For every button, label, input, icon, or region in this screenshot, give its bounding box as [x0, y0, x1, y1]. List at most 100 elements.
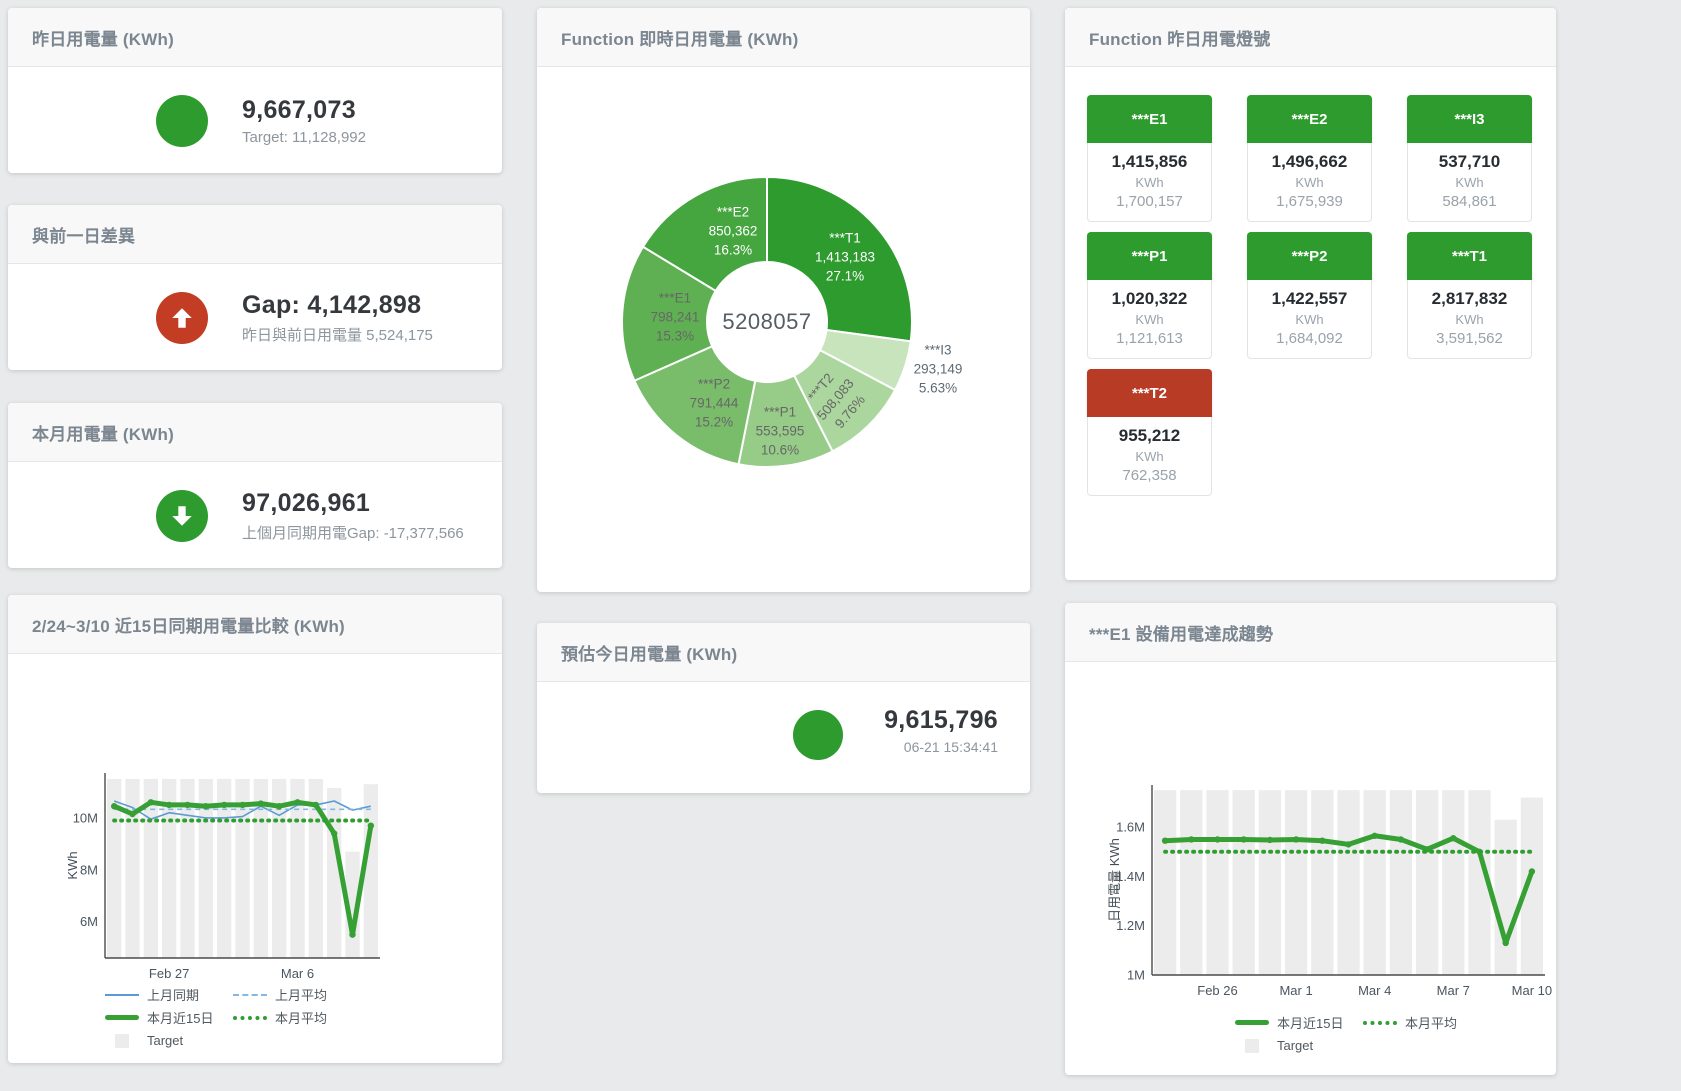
x-tick-label: Mar 7 — [1437, 983, 1470, 998]
green-line-swatch-icon — [105, 1015, 139, 1020]
donut-slice-T1[interactable] — [766, 175, 913, 343]
target-bar — [1389, 790, 1413, 975]
y-tick-label: 6M — [80, 914, 98, 929]
card-header: 2/24~3/10 近15日同期用電量比較 (KWh) — [8, 595, 502, 654]
blue-dashed-swatch-icon — [233, 993, 267, 996]
legend-row: Target — [1235, 1034, 1491, 1057]
data-point — [275, 803, 283, 810]
data-point — [165, 801, 173, 809]
month-usage-card: 本月用電量 (KWh) 97,026,961 上個月同期用電Gap: -17,3… — [8, 403, 502, 568]
lamp-tile-target: 3,591,562 — [1436, 330, 1503, 347]
lamp-tile-target: 584,861 — [1442, 193, 1497, 210]
lamp-tile-value: 1,422,557 — [1271, 289, 1348, 308]
card-header: 與前一日差異 — [8, 205, 502, 264]
lamp-tile-value: 1,020,322 — [1111, 289, 1188, 308]
y-tick-label: 1.4M — [1116, 869, 1145, 884]
data-point — [1188, 836, 1195, 843]
kpi-subtitle: Target: 11,128,992 — [242, 128, 366, 146]
x-tick-label: Mar 10 — [1512, 983, 1552, 998]
legend-item-cur-month[interactable]: 本月近15日 — [105, 1008, 233, 1027]
lamp-tile-P2[interactable]: ***P2 1,422,557 KWh 1,684,092 — [1247, 232, 1372, 359]
lamp-tile-unit: KWh — [1295, 312, 1324, 327]
kpi-subtitle: 上個月同期用電Gap: -17,377,566 — [242, 524, 464, 542]
kpi-text: Gap: 4,142,898 昨日與前日用電量 5,524,175 — [242, 291, 433, 345]
donut-label-i3: ***I3 293,149 5.63% — [913, 342, 963, 396]
card-title: 預估今日用電量 (KWh) — [561, 644, 738, 664]
data-point — [367, 822, 375, 829]
x-tick-label: Mar 6 — [281, 966, 314, 981]
kpi-timestamp: 06-21 15:34:41 — [903, 739, 998, 755]
data-point — [220, 801, 228, 809]
data-point — [129, 810, 136, 818]
legend-item-target[interactable]: Target — [1235, 1038, 1363, 1053]
lamp-tile-E2[interactable]: ***E2 1,496,662 KWh 1,675,939 — [1247, 95, 1372, 222]
data-point — [1502, 939, 1509, 947]
lamp-tile-target: 1,700,157 — [1116, 193, 1183, 210]
legend-row: 本月近15日 本月平均 — [1235, 1011, 1491, 1034]
legend-item-cur-avg[interactable]: 本月平均 — [233, 1008, 361, 1027]
target-bar — [345, 851, 360, 958]
card-header: 本月用電量 (KWh) — [8, 403, 502, 462]
legend-item-cur-month[interactable]: 本月近15日 — [1235, 1013, 1363, 1032]
target-bar — [125, 778, 140, 958]
lamp-tile-I3[interactable]: ***I3 537,710 KWh 584,861 — [1407, 95, 1532, 222]
lamp-tile-body: 955,212 KWh 762,358 — [1087, 417, 1212, 496]
data-point — [202, 803, 210, 810]
lamp-tile-value: 537,710 — [1438, 152, 1501, 171]
target-bar — [143, 778, 158, 958]
target-bar — [1520, 797, 1544, 975]
lamp-tile-unit: KWh — [1135, 312, 1164, 327]
legend-row: 上月同期 上月平均 — [105, 983, 361, 1006]
data-point — [147, 799, 155, 806]
legend-row: Target — [105, 1029, 361, 1052]
x-tick-label: Mar 1 — [1279, 983, 1312, 998]
donut-slice-E2[interactable] — [641, 175, 768, 293]
e1-trend-line-chart: 1M 1.2M 1.4M 1.6M Feb 26 Mar 1 Mar 4 Mar 7 Mar 1… — [1107, 785, 1552, 998]
legend-label: 上月同期 — [147, 988, 200, 1003]
data-point — [1345, 841, 1352, 848]
lamp-tile-body: 1,496,662 KWh 1,675,939 — [1247, 143, 1372, 222]
y-tick-label: 1M — [1127, 968, 1145, 983]
card-title: ***E1 設備用電達成趨勢 — [1089, 624, 1274, 644]
target-bar — [1153, 790, 1177, 975]
lamp-tile-header: ***T2 — [1087, 369, 1212, 417]
legend-item-prev-month[interactable]: 上月同期 — [105, 985, 233, 1004]
target-bar-swatch-icon — [1245, 1038, 1259, 1053]
lamp-tile-body: 2,817,832 KWh 3,591,562 — [1407, 280, 1532, 359]
chart-legend: 上月同期 上月平均 本月近15日 本月平均 Target — [105, 983, 361, 1052]
legend-item-target[interactable]: Target — [105, 1033, 233, 1048]
lamp-tile-T2[interactable]: ***T2 955,212 KWh 762,358 — [1087, 369, 1212, 496]
card-header: ***E1 設備用電達成趨勢 — [1065, 603, 1556, 662]
lamp-tile-value: 955,212 — [1118, 426, 1181, 445]
target-bar — [1232, 790, 1255, 975]
target-bar — [180, 778, 195, 958]
card-title: 昨日用電量 (KWh) — [32, 29, 174, 49]
lamp-tile-body: 1,415,856 KWh 1,700,157 — [1087, 143, 1212, 222]
target-bar — [1468, 790, 1491, 975]
x-tick-label: Mar 4 — [1358, 983, 1391, 998]
data-point — [1528, 868, 1536, 875]
data-point — [184, 801, 191, 809]
data-point — [1240, 836, 1247, 843]
data-point — [1397, 836, 1405, 843]
kpi-value: 9,667,073 — [242, 95, 356, 124]
lamp-tile-E1[interactable]: ***E1 1,415,856 KWh 1,700,157 — [1087, 95, 1212, 222]
data-point — [294, 799, 301, 806]
kpi-body: 9,615,796 06-21 15:34:41 — [537, 682, 1030, 794]
legend-item-prev-avg[interactable]: 上月平均 — [233, 985, 361, 1004]
lamp-tile-P1[interactable]: ***P1 1,020,322 KWh 1,121,613 — [1087, 232, 1212, 359]
donut-slice-E1[interactable] — [621, 245, 718, 383]
lamp-tile-target: 762,358 — [1122, 467, 1177, 484]
data-point — [1371, 832, 1378, 839]
lamp-tile-body: 537,710 KWh 584,861 — [1407, 143, 1532, 222]
lamp-tile-header: ***E1 — [1087, 95, 1212, 143]
data-point — [1319, 837, 1326, 844]
lamp-tile-target: 1,121,613 — [1116, 330, 1183, 347]
donut-slice-P2[interactable] — [633, 344, 757, 466]
legend-label: 上月平均 — [275, 988, 328, 1003]
legend-item-cur-avg[interactable]: 本月平均 — [1363, 1013, 1491, 1032]
lamp-tile-T1[interactable]: ***T1 2,817,832 KWh 3,591,562 — [1407, 232, 1532, 359]
target-bar — [1284, 790, 1308, 975]
y-axis-title: 日用電量 KWh — [1107, 838, 1122, 922]
e1-trend-chart-card: ***E1 設備用電達成趨勢 1M 1.2M 1.4M 1.6M Feb 26 Mar 1… — [1065, 603, 1556, 1075]
